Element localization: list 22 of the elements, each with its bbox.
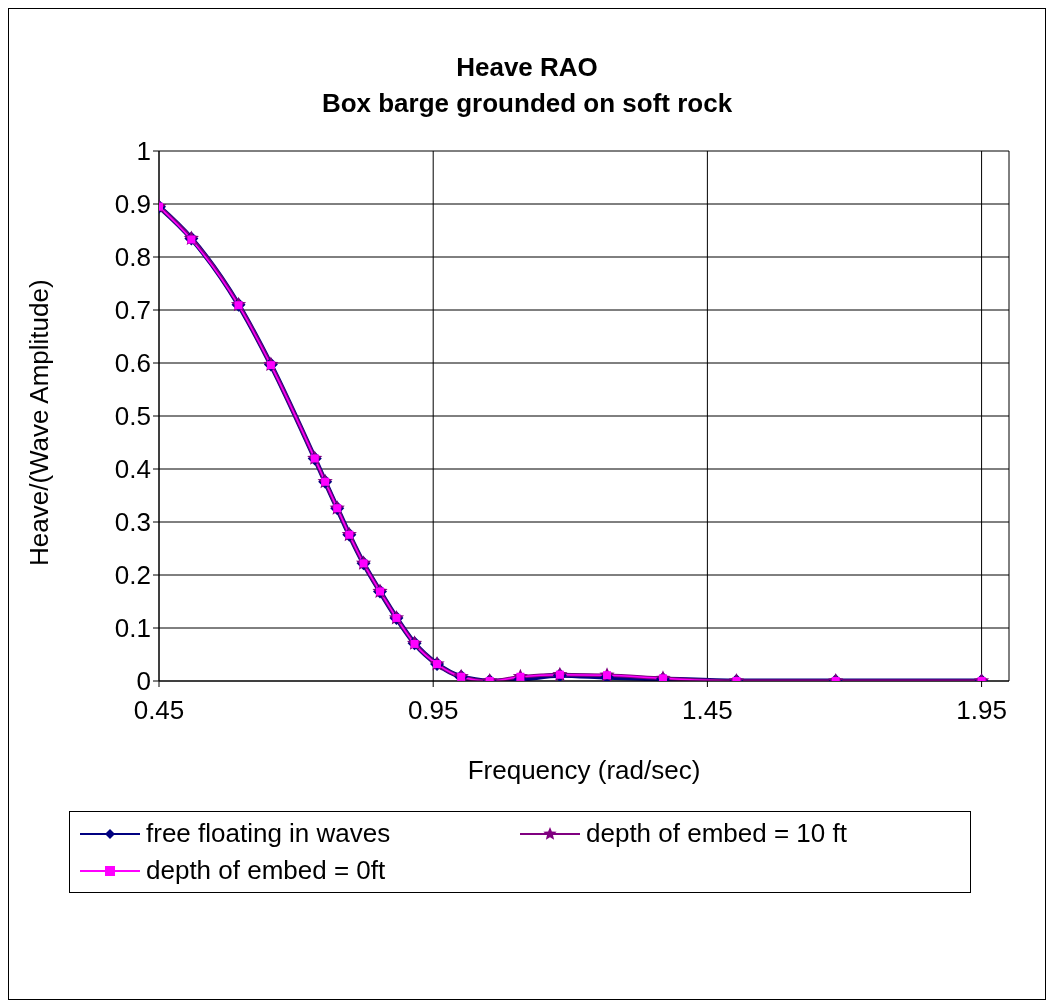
x-axis-title: Frequency (rad/sec) [467, 755, 701, 785]
x-tick-label: 1.95 [956, 695, 1007, 726]
x-tick-label: 1.45 [682, 695, 733, 726]
y-tick-label: 0.4 [114, 454, 151, 485]
y-tick-label: 0.7 [114, 295, 151, 326]
y-tick-label: 0 [136, 666, 151, 697]
x-tick-label: 0.95 [407, 695, 459, 726]
y-tick-label: 0.2 [114, 560, 151, 591]
y-tick-label: 0.5 [114, 401, 151, 432]
y-tick-label: 1 [136, 136, 151, 167]
legend-label: depth of embed = 10 ft [586, 818, 847, 849]
y-tick-label: 0.9 [114, 189, 151, 220]
x-tick-label: 0.45 [133, 695, 185, 726]
y-tick-label: 0.8 [114, 242, 151, 273]
chart-subtitle: Box barge grounded on soft rock [320, 87, 734, 120]
chart-title: Heave RAO [455, 51, 599, 84]
y-tick-label: 0.1 [114, 613, 151, 644]
legend-label: depth of embed = 0ft [146, 855, 386, 886]
y-tick-label: 0.6 [114, 348, 151, 379]
y-tick-label: 0.3 [114, 507, 151, 538]
y-axis-title: Heave/(Wave Amplitude) [24, 279, 55, 566]
legend-label: free floating in waves [146, 818, 391, 849]
